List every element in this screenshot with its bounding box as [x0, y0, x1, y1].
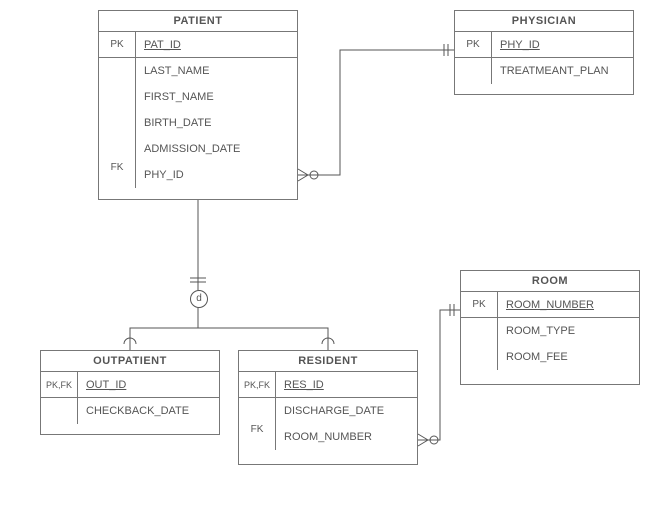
attr-cell: RES_ID [276, 379, 417, 391]
entity-resident: RESIDENT PK,FK RES_ID DISCHARGE_DATE FK … [238, 350, 418, 465]
key-cell: PK [99, 32, 136, 58]
key-cell: FK [99, 162, 136, 188]
key-cell [239, 398, 276, 424]
attr-cell: PHY_ID [492, 39, 633, 51]
entity-body: PK PAT_ID LAST_NAME FIRST_NAME BIRTH_DAT… [99, 32, 297, 196]
key-cell [455, 58, 492, 84]
key-cell: PK,FK [239, 372, 276, 398]
inheritance-d-symbol: d [190, 290, 208, 308]
connector-patient-physician [298, 50, 454, 175]
entity-outpatient: OUTPATIENT PK,FK OUT_ID CHECKBACK_DATE [40, 350, 220, 435]
attr-cell: ADMISSION_DATE [136, 143, 297, 155]
attr-cell: ROOM_NUMBER [498, 299, 639, 311]
attr-cell: PAT_ID [136, 39, 297, 51]
entity-title: PHYSICIAN [455, 11, 633, 32]
attr-cell: ROOM_FEE [498, 351, 639, 363]
entity-title: OUTPATIENT [41, 351, 219, 372]
key-cell [461, 318, 498, 344]
attr-cell: CHECKBACK_DATE [78, 405, 219, 417]
key-cell [99, 84, 136, 110]
entity-physician: PHYSICIAN PK PHY_ID TREATMEANT_PLAN [454, 10, 634, 95]
attr-cell: FIRST_NAME [136, 91, 297, 103]
entity-room: ROOM PK ROOM_NUMBER ROOM_TYPE ROOM_FEE [460, 270, 640, 385]
key-cell: FK [239, 424, 276, 450]
entity-title: ROOM [461, 271, 639, 292]
attr-cell: BIRTH_DATE [136, 117, 297, 129]
key-cell [41, 398, 78, 424]
attr-cell: ROOM_TYPE [498, 325, 639, 337]
entity-title: PATIENT [99, 11, 297, 32]
connector-d-outpatient [130, 308, 198, 350]
attr-cell: DISCHARGE_DATE [276, 405, 417, 417]
key-cell: PK [455, 32, 492, 58]
key-cell [99, 110, 136, 136]
attr-cell: OUT_ID [78, 379, 219, 391]
key-cell: PK [461, 292, 498, 318]
attr-cell: LAST_NAME [136, 65, 297, 77]
entity-patient: PATIENT PK PAT_ID LAST_NAME FIRST_NAME B… [98, 10, 298, 200]
key-cell [461, 344, 498, 370]
key-cell: PK,FK [41, 372, 78, 398]
key-cell [99, 58, 136, 84]
connector-resident-room [418, 310, 460, 440]
entity-title: RESIDENT [239, 351, 417, 372]
attr-cell: PHY_ID [136, 169, 297, 181]
attr-cell: ROOM_NUMBER [276, 431, 417, 443]
connector-d-resident [198, 308, 328, 350]
key-cell [99, 136, 136, 162]
attr-cell: TREATMEANT_PLAN [492, 65, 633, 77]
